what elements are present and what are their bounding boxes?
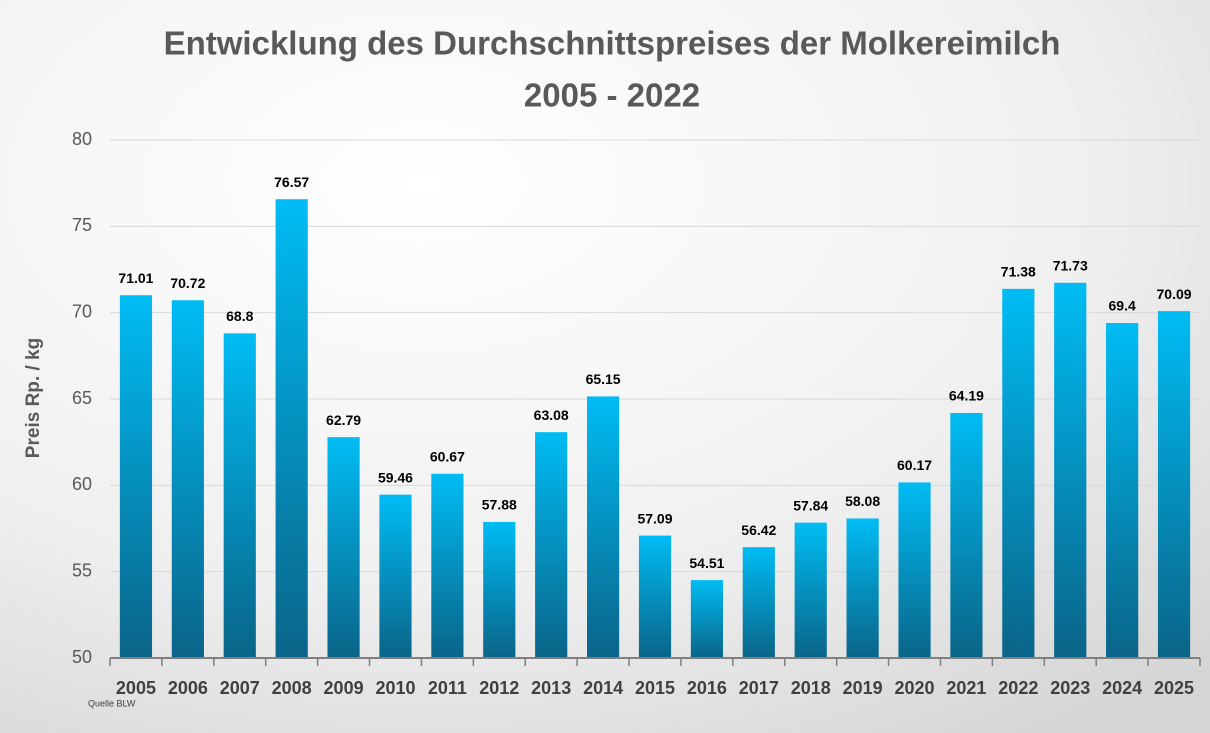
bar <box>1054 282 1087 658</box>
x-tick-label: 2010 <box>375 678 415 698</box>
x-tick-label: 2011 <box>428 678 467 698</box>
data-label: 76.57 <box>274 174 309 190</box>
data-label: 70.72 <box>170 275 205 291</box>
chart-title: Entwicklung des Durchschnittspreises der… <box>164 25 1061 62</box>
y-tick-label: 80 <box>72 129 92 149</box>
y-tick-label: 65 <box>72 388 92 408</box>
x-tick-label: 2025 <box>1154 678 1194 698</box>
bar <box>1002 288 1035 658</box>
bar <box>690 580 723 658</box>
bar <box>327 437 360 658</box>
x-tick-label: 2015 <box>635 678 675 698</box>
data-label: 64.19 <box>949 388 984 404</box>
data-label: 57.84 <box>793 497 828 513</box>
bar <box>1157 311 1191 658</box>
data-label: 57.09 <box>637 510 672 526</box>
bar <box>483 521 516 658</box>
bar <box>275 199 308 658</box>
x-tick-label: 2009 <box>324 678 364 698</box>
data-label: 71.73 <box>1053 257 1088 273</box>
data-label: 56.42 <box>741 522 776 538</box>
bar <box>223 333 256 658</box>
x-tick-label: 2024 <box>1102 678 1142 698</box>
data-label: 54.51 <box>689 555 724 571</box>
data-label: 58.08 <box>845 493 880 509</box>
bar <box>431 473 464 658</box>
bar <box>638 535 672 658</box>
x-tick-label: 2020 <box>895 678 935 698</box>
data-label: 65.15 <box>586 371 621 387</box>
x-tick-label: 2006 <box>168 678 208 698</box>
bar <box>898 482 931 658</box>
data-label: 68.8 <box>226 308 253 324</box>
x-tick-label: 2019 <box>843 678 883 698</box>
x-tick-label: 2016 <box>687 678 727 698</box>
chart-subtitle: 2005 - 2022 <box>524 77 700 114</box>
y-tick-label: 50 <box>72 647 92 667</box>
bar <box>1106 323 1139 658</box>
y-tick-label: 60 <box>72 474 92 494</box>
x-tick-label: 2022 <box>998 678 1038 698</box>
bar <box>846 518 879 658</box>
x-tick-label: 2018 <box>791 678 831 698</box>
data-label: 63.08 <box>534 407 569 423</box>
data-label: 70.09 <box>1157 286 1192 302</box>
y-tick-label: 55 <box>72 560 92 580</box>
data-label: 60.67 <box>430 448 465 464</box>
y-tick-label: 75 <box>72 215 92 235</box>
bar <box>587 396 620 658</box>
y-axis-label: Preis Rp. / kg <box>23 338 44 458</box>
data-label: 69.4 <box>1109 298 1136 314</box>
bar <box>119 295 153 658</box>
x-tick-label: 2007 <box>220 678 260 698</box>
x-tick-label: 2005 <box>116 678 156 698</box>
bar <box>794 522 827 658</box>
y-tick-label: 70 <box>72 301 92 321</box>
bar <box>950 412 983 658</box>
data-label: 59.46 <box>378 469 413 485</box>
data-label: 71.38 <box>1001 264 1036 280</box>
x-tick-label: 2017 <box>739 678 779 698</box>
x-tick-label: 2008 <box>272 678 312 698</box>
bar <box>171 300 204 658</box>
x-tick-label: 2013 <box>531 678 571 698</box>
data-label: 57.88 <box>482 497 517 513</box>
data-label: 60.17 <box>897 457 932 473</box>
bar <box>535 432 568 658</box>
data-label: 71.01 <box>118 270 153 286</box>
x-tick-label: 2012 <box>479 678 519 698</box>
x-tick-label: 2023 <box>1050 678 1090 698</box>
x-tick-label: 2014 <box>583 678 623 698</box>
x-tick-label: 2021 <box>946 678 986 698</box>
data-label: 62.79 <box>326 412 361 428</box>
source-note: Quelle BLW <box>88 698 136 708</box>
bar <box>379 494 412 658</box>
bar <box>742 547 775 658</box>
